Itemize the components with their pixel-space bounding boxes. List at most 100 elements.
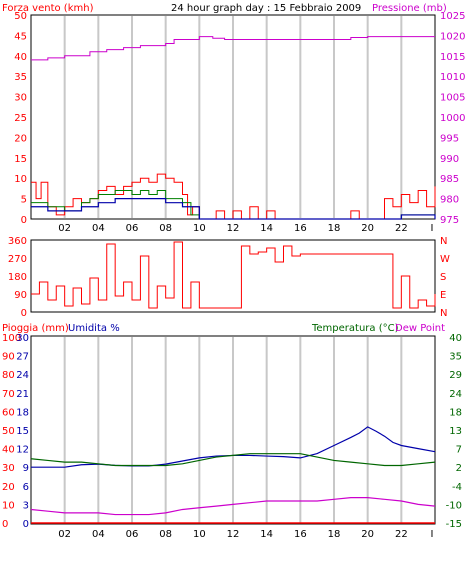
- pressure-tick-label: 1005: [440, 93, 465, 104]
- wind-tick-label: 20: [14, 133, 27, 144]
- bottom-x-tick-label: 02: [58, 529, 71, 540]
- temperature-line: [30, 453, 436, 467]
- pressure-tick-label: 1000: [440, 113, 465, 124]
- bottom-x-tick-label: 04: [92, 529, 105, 540]
- humidity-tick-label: 27: [16, 352, 29, 363]
- rain-tick-label: 20: [2, 482, 15, 493]
- rain-axis-label: Pioggia (mm): [2, 323, 69, 334]
- wind-tick-label: 25: [14, 113, 27, 124]
- temperature-tick-label: 7: [456, 445, 462, 456]
- chart-marks: 0510152025303540455097598098599099510001…: [2, 11, 465, 540]
- top-x-tick-label: 20: [361, 223, 374, 234]
- pressure-tick-label: 985: [440, 174, 459, 185]
- humidity-axis-label: Umidita %: [68, 323, 120, 334]
- humidity-tick-label: 6: [23, 482, 29, 493]
- top-x-tick-label: 04: [92, 223, 105, 234]
- rain-tick-label: 70: [2, 389, 15, 400]
- top-x-tick-label: 16: [294, 223, 307, 234]
- dew-point-line: [30, 497, 436, 516]
- pressure-tick-label: 990: [440, 154, 459, 165]
- pressure-tick-label: 995: [440, 133, 459, 144]
- temperature-tick-label: 2: [456, 463, 462, 474]
- wind-tick-label: 40: [14, 52, 27, 63]
- series-pressione--mb--line: [31, 36, 435, 61]
- pressure-tick-label: 975: [440, 215, 459, 226]
- wind-tick-label: 15: [14, 154, 27, 165]
- rain-tick-label: 90: [2, 352, 15, 363]
- rain-tick-label: 50: [2, 426, 15, 437]
- bottom-x-tick-label: I: [431, 529, 434, 540]
- rain-tick-label: 40: [2, 445, 15, 456]
- bottom-x-tick-label: 12: [227, 529, 240, 540]
- rain-tick-label: 100: [2, 333, 21, 344]
- top-x-tick-label: 14: [260, 223, 273, 234]
- temperature-tick-label: 29: [449, 370, 462, 381]
- direction-tick-label: 270: [8, 254, 27, 265]
- wind-tick-label: 45: [14, 31, 27, 42]
- series-avg-line: [31, 198, 436, 220]
- humidity-tick-label: 24: [16, 370, 29, 381]
- pressure-tick-label: 1010: [440, 72, 465, 83]
- direction-tick-label: 360: [8, 236, 27, 247]
- wind-tick-label: 0: [21, 215, 27, 226]
- bottom-x-tick-label: 14: [260, 529, 273, 540]
- chart-title: 24 hour graph day : 15 Febbraio 2009: [171, 3, 361, 14]
- compass-letter-label: S: [440, 272, 446, 283]
- wind-tick-label: 50: [14, 11, 27, 22]
- top-x-tick-label: 22: [395, 223, 408, 234]
- temperature-tick-label: -4: [452, 482, 462, 493]
- wind-axis-label: Forza vento (kmh): [2, 3, 94, 14]
- bottom-x-tick-label: 08: [159, 529, 172, 540]
- rain-tick-label: 60: [2, 407, 15, 418]
- bottom-x-tick-label: 20: [361, 529, 374, 540]
- compass-letter-label: N: [440, 236, 447, 247]
- bottom-x-tick-label: 10: [193, 529, 206, 540]
- bottom-x-tick-label: 18: [328, 529, 341, 540]
- compass-letter-label: N: [440, 308, 447, 319]
- humidity-tick-label: 3: [23, 500, 29, 511]
- humidity-tick-label: 12: [16, 445, 29, 456]
- top-x-tick-label: 18: [328, 223, 341, 234]
- top-x-tick-label: 12: [227, 223, 240, 234]
- bottom-plot-frame: [30, 335, 436, 525]
- compass-letter-label: W: [440, 254, 450, 265]
- humidity-tick-label: 18: [16, 407, 29, 418]
- temperature-axis-label: Temperatura (°C): [311, 323, 399, 334]
- humidity-tick-label: 0: [23, 519, 29, 530]
- top-x-tick-label: 08: [159, 223, 172, 234]
- bottom-x-tick-label: 22: [395, 529, 408, 540]
- temperature-tick-label: 35: [449, 352, 462, 363]
- humidity-tick-label: 30: [16, 333, 29, 344]
- direction-tick-label: 90: [14, 290, 27, 301]
- temperature-tick-label: 13: [449, 426, 462, 437]
- direction-tick-label: 0: [21, 308, 27, 319]
- pressure-tick-label: 1015: [440, 52, 465, 63]
- compass-letter-label: E: [440, 290, 446, 301]
- temperature-tick-label: -10: [446, 500, 462, 511]
- wind-tick-label: 5: [21, 195, 27, 206]
- wind-direction-line: [31, 241, 436, 309]
- rain-tick-label: 30: [2, 463, 15, 474]
- middle-plot-frame: [30, 239, 436, 313]
- top-x-tick-label: 10: [193, 223, 206, 234]
- top-x-tick-label: I: [431, 223, 434, 234]
- pressure-tick-label: 1020: [440, 31, 465, 42]
- temperature-tick-label: -15: [446, 519, 462, 530]
- rain-tick-label: 80: [2, 370, 15, 381]
- pressure-axis-label: Pressione (mb): [372, 3, 447, 14]
- temperature-tick-label: 40: [449, 333, 462, 344]
- pressure-tick-label: 980: [440, 195, 459, 206]
- rain-tick-label: 0: [2, 519, 8, 530]
- top-x-tick-label: 06: [126, 223, 139, 234]
- humidity-tick-label: 21: [16, 389, 29, 400]
- direction-tick-label: 180: [8, 272, 27, 283]
- wind-tick-label: 35: [14, 72, 27, 83]
- top-x-tick-label: 02: [58, 223, 71, 234]
- dew-point-label: Dew Point: [395, 323, 445, 334]
- pressure-tick-label: 1025: [440, 11, 465, 22]
- temperature-tick-label: 24: [449, 389, 462, 400]
- bottom-x-tick-label: 06: [126, 529, 139, 540]
- bottom-x-tick-label: 16: [294, 529, 307, 540]
